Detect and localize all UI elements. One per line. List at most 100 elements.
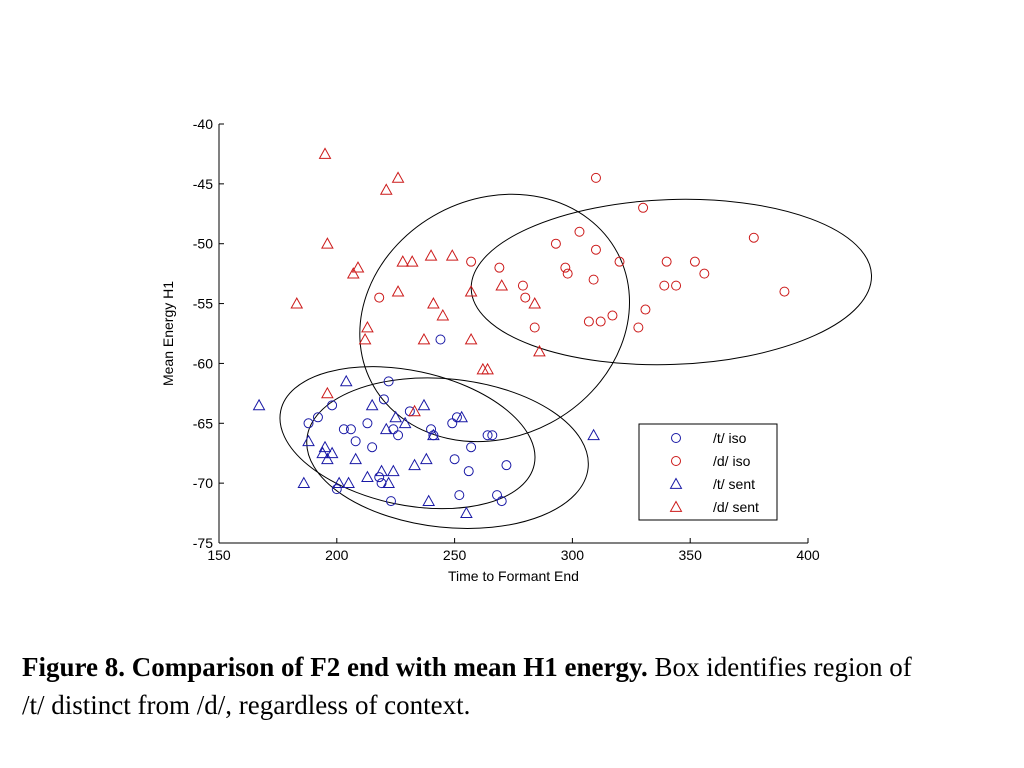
data-point [528,297,542,309]
data-point [391,171,405,183]
legend-marker [671,456,681,466]
data-point [361,470,374,483]
y-tick-label: -60 [193,355,213,371]
data-point [464,285,478,297]
data-point [325,446,339,459]
data-point [321,452,334,465]
data-point [375,464,388,477]
x-tick-label: 250 [443,547,467,563]
ellipse-layer [279,193,873,529]
cluster-ellipse [359,193,630,443]
data-point [361,320,374,333]
data-point [383,376,394,387]
data-point [386,464,400,477]
data-point [614,256,625,267]
data-point [447,418,458,429]
y-tick-label: -40 [193,116,213,132]
data-point [640,304,651,315]
data-point [252,398,266,411]
legend-label: /t/ iso [713,430,747,446]
cluster-ellipse [306,377,589,529]
data-point [520,292,531,303]
data-point [495,279,509,291]
data-point [362,418,373,429]
data-point [405,255,419,267]
data-point [422,494,436,506]
data-point [482,430,493,441]
data-point [633,322,644,333]
data-point [393,430,404,441]
data-point [466,256,477,267]
data-point [316,446,330,459]
data-point [312,412,323,423]
data-point [659,280,670,291]
data-point [574,226,585,237]
data-point [427,297,440,309]
data-point [376,478,387,489]
data-point [583,316,594,327]
data-point [426,424,437,435]
data-point [435,334,446,345]
data-point [533,344,546,357]
data-point [550,238,561,249]
data-point [365,398,379,411]
data-point [318,440,332,453]
data-point [590,172,601,183]
data-point [379,183,393,195]
data-point [595,316,606,327]
data-point [382,476,395,489]
data-point [699,268,710,279]
legend-label: /t/ sent [713,476,755,492]
data-point [389,410,403,423]
data-point [408,404,421,417]
x-tick-label: 300 [561,547,585,563]
data-point [487,430,498,441]
data-point [424,249,438,261]
data-point [587,428,600,441]
data-point [661,256,672,267]
data-point [398,416,412,429]
data-point [321,386,334,399]
data-point [588,274,599,285]
cluster-ellipse [470,198,873,366]
x-tick-label: 350 [679,547,703,563]
data-point [417,398,431,411]
data-point [290,297,304,309]
scatter-chart: 150 200 250 300 350 400 -40 -45 -50 -55 -60 -65 -70 -… [160,116,873,584]
x-tick-label: 150 [207,547,231,563]
legend-marker [671,433,681,443]
data-point [332,476,346,489]
cluster-ellipse [279,366,536,510]
data-point [689,256,700,267]
data-point [427,428,440,441]
data-point [454,490,465,501]
data-point [445,249,459,261]
data-point [455,410,469,423]
data-point [302,434,315,447]
data-point [562,268,573,279]
data-point [492,490,503,501]
data-point [408,458,421,471]
y-tick-label: -50 [193,236,213,252]
x-tick-label: 200 [325,547,349,563]
legend-label: /d/ sent [713,499,759,515]
data-point [345,424,356,435]
data-point [388,424,399,435]
legend-label: /d/ iso [713,453,751,469]
data-point [358,332,372,345]
data-point [303,418,314,429]
data-point [331,484,342,495]
data-point [671,280,682,291]
data-point [378,394,389,405]
data-point [391,285,405,297]
data-point [748,232,759,243]
data-point [385,496,396,507]
y-tick-label: -75 [193,535,213,551]
data-point [338,424,349,435]
legend-box [638,423,778,521]
data-point [339,374,353,387]
data-point [779,286,790,297]
data-point [297,476,311,489]
data-point [436,309,450,321]
x-tick-label: 400 [796,547,820,563]
